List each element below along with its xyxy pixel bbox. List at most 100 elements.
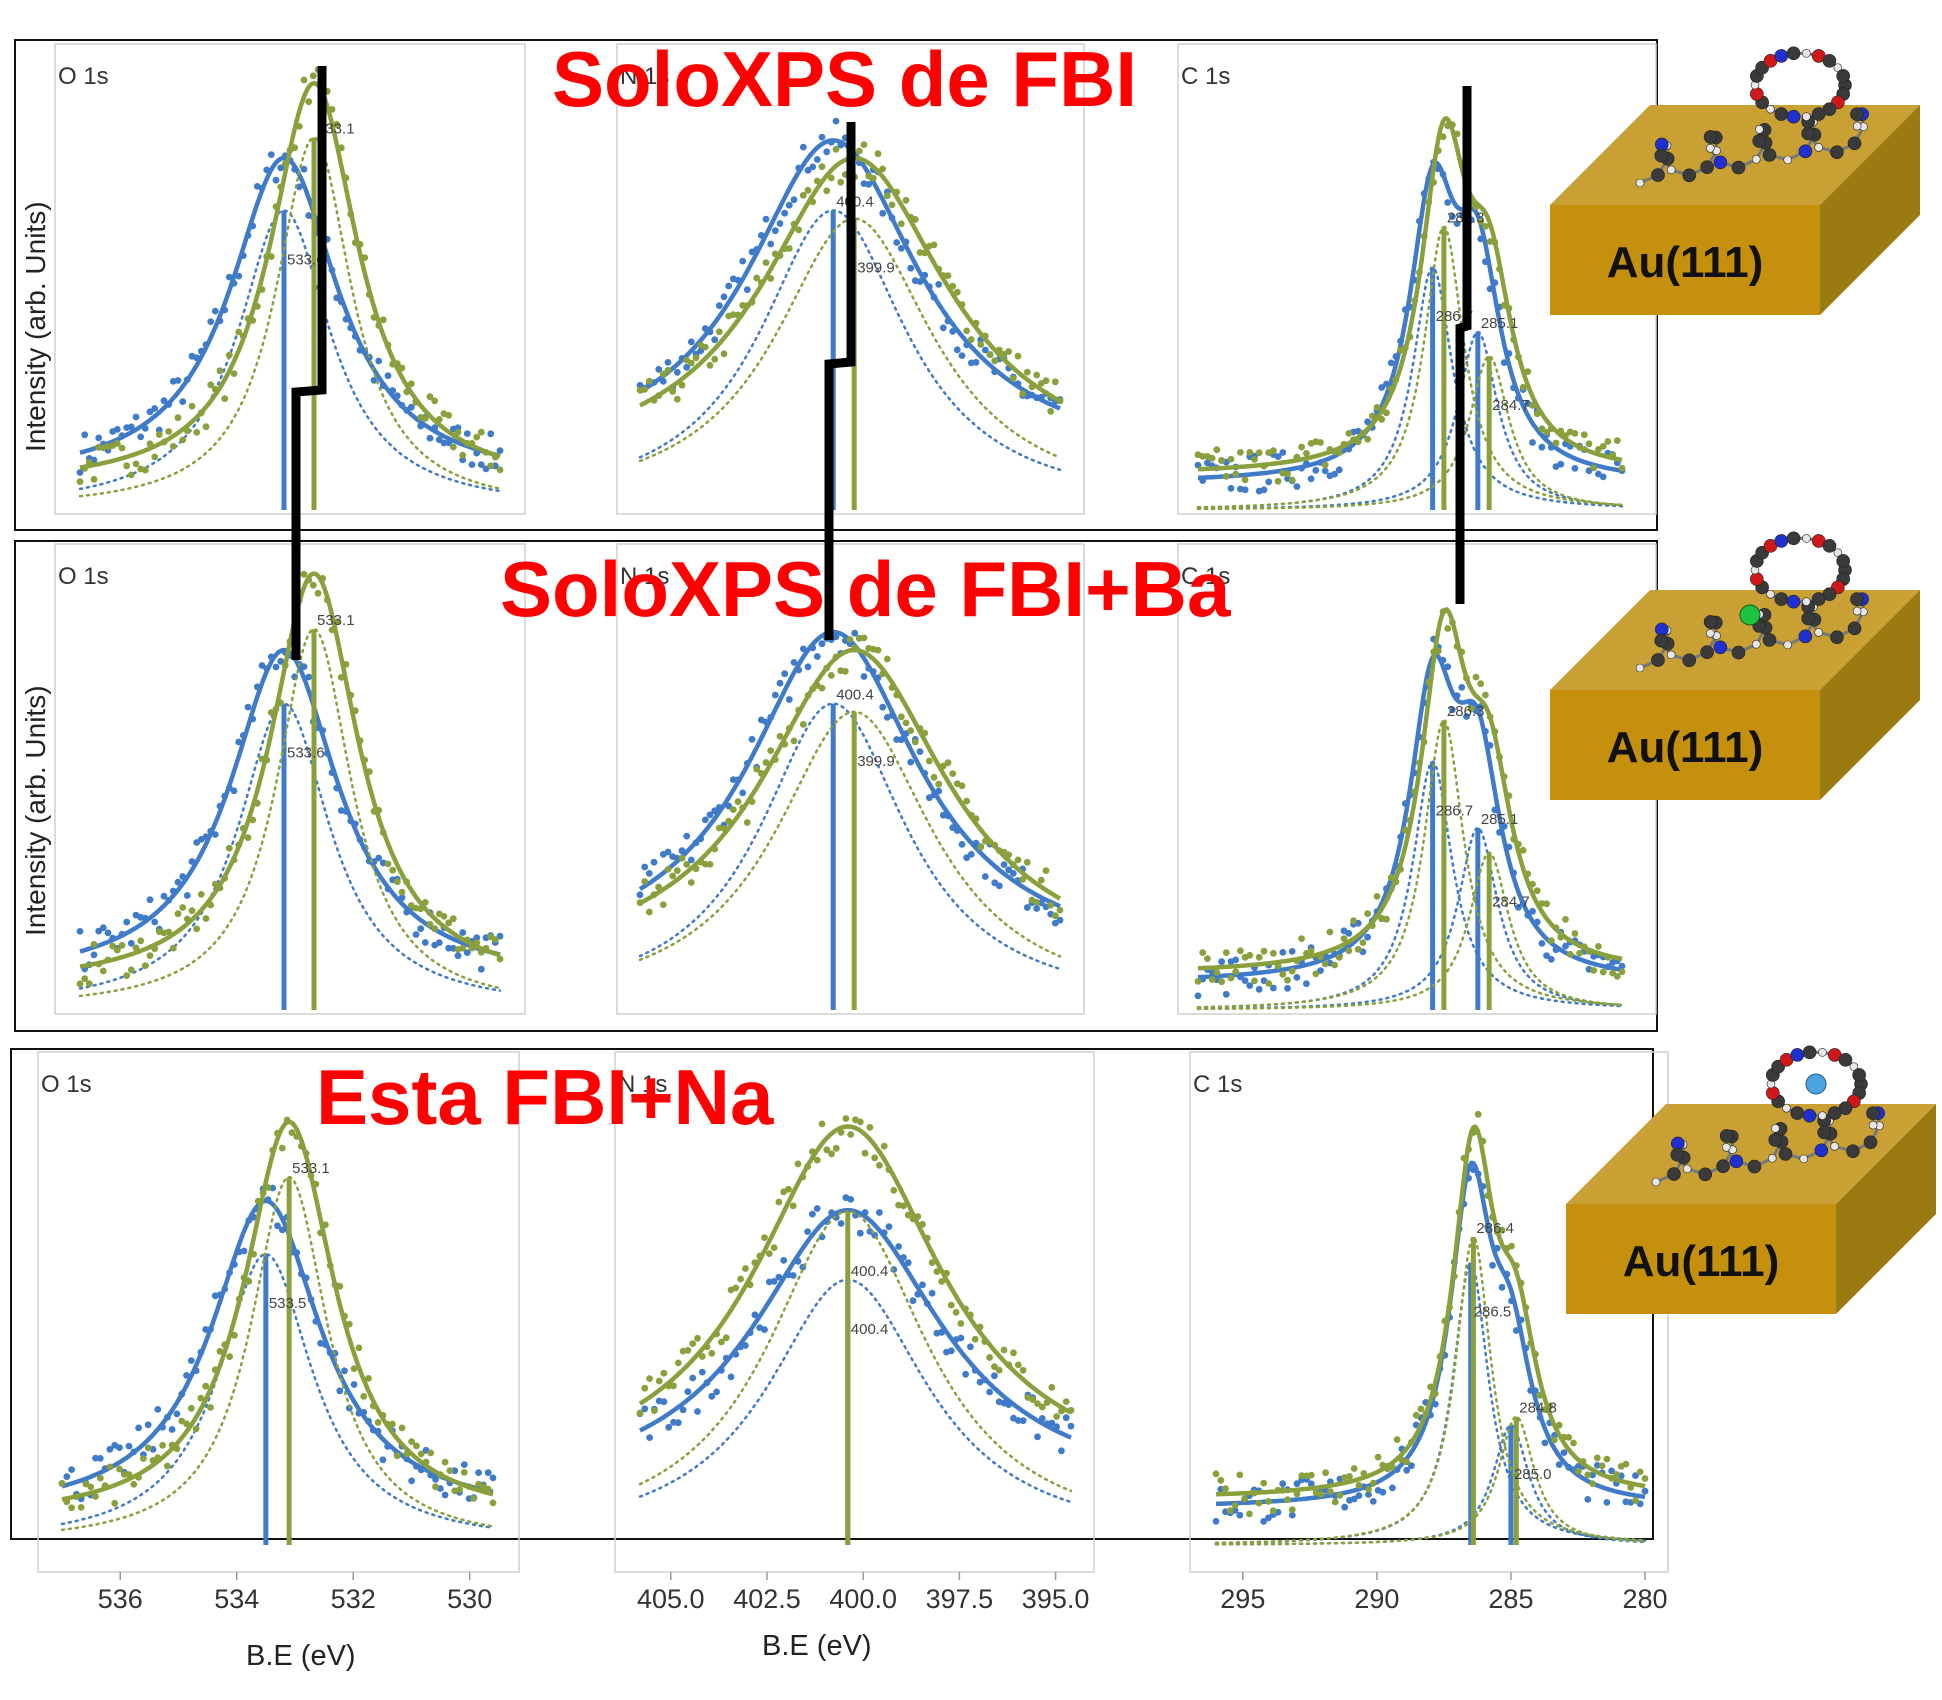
- data-point: [790, 737, 798, 745]
- data-point: [790, 659, 798, 666]
- data-point: [1346, 1473, 1353, 1480]
- fit-curve: [1215, 1160, 1646, 1507]
- data-point: [127, 966, 135, 974]
- data-point: [785, 201, 793, 209]
- fit-curve: [1215, 1124, 1646, 1497]
- data-point: [473, 433, 481, 441]
- data-point: [1364, 435, 1371, 443]
- data-point: [1208, 976, 1216, 983]
- data-point: [202, 1382, 210, 1390]
- data-point: [477, 428, 485, 436]
- data-point: [116, 1444, 123, 1451]
- data-point: [683, 363, 691, 371]
- data-point: [421, 939, 429, 946]
- data-point: [1641, 1475, 1649, 1482]
- data-point: [202, 915, 210, 922]
- data-point: [137, 433, 145, 441]
- data-point: [748, 735, 756, 743]
- panel-4: O 1s 533.1 533.6: [54, 543, 526, 1015]
- peak-label: 284.8: [1519, 1400, 1557, 1417]
- data-point: [435, 939, 443, 946]
- data-point: [785, 1185, 792, 1193]
- data-point: [432, 1476, 439, 1483]
- x-tick-label: 534: [214, 1584, 260, 1614]
- data-point: [895, 1243, 902, 1250]
- data-point: [930, 773, 938, 781]
- component-curve: [1196, 851, 1624, 1011]
- panel-9: C 1s 286.4 286.5 284.8 285.0: [1189, 1051, 1669, 1573]
- data-point: [309, 581, 317, 589]
- component-curve: [1196, 225, 1624, 509]
- data-point: [144, 1444, 152, 1452]
- data-point: [272, 176, 280, 184]
- data-point: [314, 589, 322, 597]
- data-point: [876, 1161, 883, 1169]
- data-point: [1288, 948, 1296, 955]
- data-point: [1284, 470, 1291, 478]
- data-point: [935, 281, 943, 288]
- data-point: [832, 145, 840, 153]
- data-point: [1208, 454, 1216, 462]
- data-point: [767, 275, 775, 282]
- data-point: [267, 151, 275, 159]
- data-point: [449, 915, 457, 923]
- data-point: [99, 967, 107, 975]
- data-point: [496, 466, 504, 474]
- data-point: [1251, 456, 1258, 463]
- data-point: [90, 951, 98, 959]
- data-point: [278, 1144, 286, 1152]
- data-point: [336, 1387, 344, 1395]
- data-point: [958, 352, 966, 359]
- data-point: [1543, 900, 1550, 908]
- data-point: [1279, 1480, 1287, 1488]
- data-point: [1453, 220, 1461, 228]
- data-point: [1571, 930, 1579, 937]
- data-point: [207, 381, 215, 389]
- data-point: [673, 867, 681, 874]
- data-point: [907, 758, 915, 766]
- data-point: [818, 133, 826, 141]
- data-point: [1364, 418, 1371, 426]
- data-point: [1584, 1496, 1592, 1503]
- data-point: [379, 316, 387, 324]
- data-point: [636, 1409, 644, 1417]
- fit-curve: [1197, 160, 1623, 481]
- data-point: [1641, 1487, 1649, 1495]
- peak-label: 399.9: [857, 260, 895, 277]
- data-point: [785, 696, 793, 703]
- data-point: [1023, 858, 1031, 866]
- data-point: [1033, 905, 1041, 912]
- data-point: [1199, 949, 1207, 956]
- data-point: [1574, 1463, 1582, 1470]
- data-point: [1307, 1480, 1315, 1488]
- data-point: [421, 415, 429, 422]
- data-point: [277, 657, 285, 665]
- data-point: [732, 1284, 740, 1292]
- data-point: [1260, 486, 1268, 494]
- data-point: [489, 1474, 497, 1482]
- data-point: [1498, 1226, 1506, 1234]
- data-point: [827, 174, 835, 182]
- data-point: [1373, 893, 1381, 900]
- data-point: [888, 201, 896, 209]
- data-point: [407, 403, 415, 411]
- peak-label: 286.3: [1447, 703, 1485, 720]
- data-point: [799, 143, 807, 151]
- data-point: [1227, 484, 1235, 492]
- data-point: [904, 1259, 912, 1267]
- data-point: [701, 343, 709, 351]
- data-point: [804, 186, 812, 194]
- data-point: [441, 1458, 449, 1466]
- data-point: [1555, 1461, 1563, 1468]
- data-point: [174, 878, 182, 886]
- data-point: [761, 1326, 768, 1333]
- data-point: [856, 1229, 864, 1237]
- data-point: [684, 1347, 692, 1354]
- data-point: [1213, 446, 1221, 454]
- data-point: [1613, 973, 1621, 980]
- data-point: [1364, 910, 1371, 917]
- data-point: [1019, 390, 1027, 398]
- component-curve: [78, 136, 502, 498]
- data-point: [660, 1398, 668, 1406]
